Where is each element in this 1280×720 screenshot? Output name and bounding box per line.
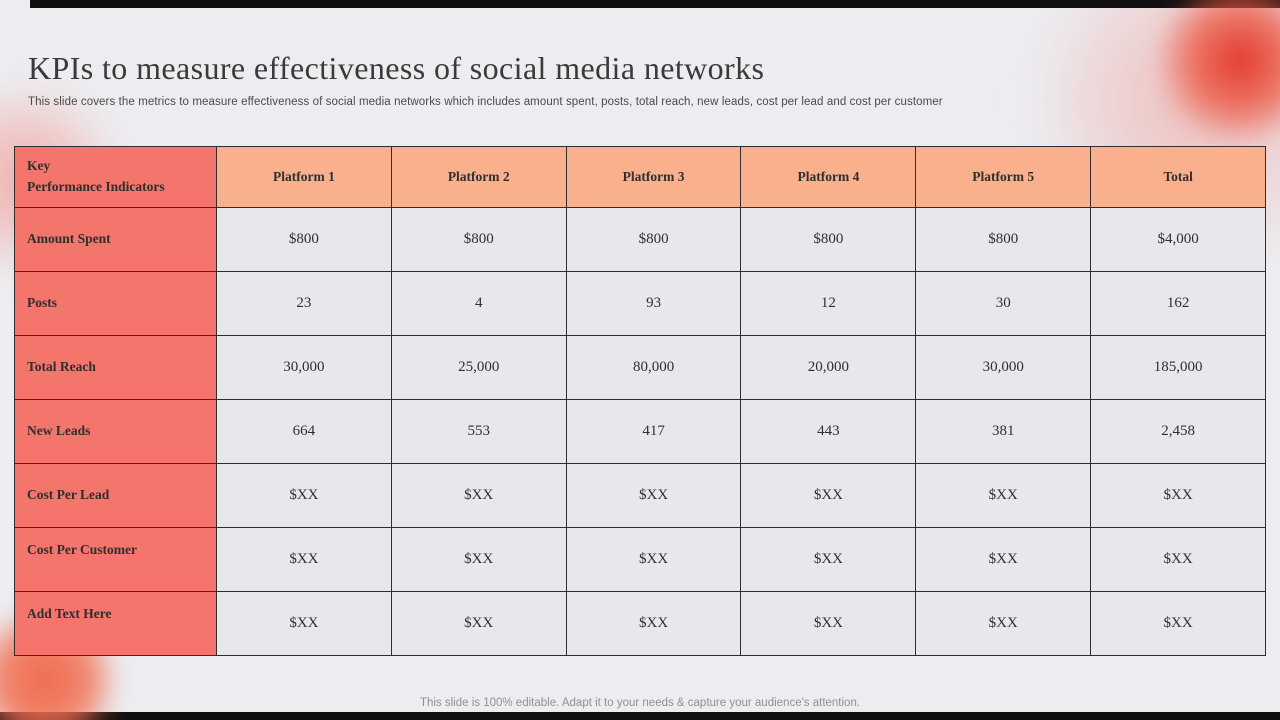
page-subtitle: This slide covers the metrics to measure… [28,95,943,108]
page-title: KPIs to measure effectiveness of social … [28,50,765,87]
cell-total: $XX [1090,527,1266,592]
table-row: Total Reach 30,000 25,000 80,000 20,000 … [14,335,1266,400]
decor-bottom-bar [0,712,1280,720]
header-platform-2: Platform 2 [390,146,567,208]
table-row: Amount Spent $800 $800 $800 $800 $800 $4… [14,207,1266,272]
cell: $XX [390,591,567,656]
cell: $XX [216,463,392,528]
table-row: Posts 23 4 93 12 30 162 [14,271,1266,336]
header-platform-1: Platform 1 [216,146,392,208]
table-row: New Leads 664 553 417 443 381 2,458 [14,399,1266,464]
cell-total: $XX [1090,591,1266,656]
cell-total: $XX [1090,463,1266,528]
cell: $XX [390,527,567,592]
cell: 80,000 [565,335,742,400]
cell: $XX [565,527,742,592]
row-label-new-leads: New Leads [14,399,217,464]
table-row: Cost Per Customer $XX $XX $XX $XX $XX $X… [14,527,1266,592]
cell: 443 [740,399,917,464]
cell-total: 2,458 [1090,399,1266,464]
cell: $800 [565,207,742,272]
row-label-amount-spent: Amount Spent [14,207,217,272]
cell: $XX [740,463,917,528]
header-platform-4: Platform 4 [740,146,917,208]
cell-total: 185,000 [1090,335,1266,400]
cell: 4 [390,271,567,336]
cell: $XX [915,527,1092,592]
decor-top-bar [30,0,1280,8]
cell-total: $4,000 [1090,207,1266,272]
table-row: Cost Per Lead $XX $XX $XX $XX $XX $XX [14,463,1266,528]
cell: 20,000 [740,335,917,400]
cell: $XX [390,463,567,528]
cell: 12 [740,271,917,336]
header-kpi: Key Performance Indicators [14,146,217,208]
decor-blob-top-right [1155,0,1280,145]
cell: 417 [565,399,742,464]
cell: $800 [740,207,917,272]
cell: 664 [216,399,392,464]
cell: 30,000 [216,335,392,400]
table-row: Add Text Here $XX $XX $XX $XX $XX $XX [14,591,1266,656]
cell: $XX [915,591,1092,656]
cell: 553 [390,399,567,464]
header-platform-3: Platform 3 [565,146,742,208]
cell: $800 [216,207,392,272]
row-label-add-text-here: Add Text Here [14,591,217,656]
row-label-total-reach: Total Reach [14,335,217,400]
cell: 93 [565,271,742,336]
cell: 23 [216,271,392,336]
cell: $XX [915,463,1092,528]
cell: $XX [216,591,392,656]
header-total: Total [1090,146,1266,208]
cell: $XX [565,591,742,656]
cell: 30 [915,271,1092,336]
cell: $800 [915,207,1092,272]
row-label-cost-per-customer: Cost Per Customer [14,527,217,592]
cell: $800 [390,207,567,272]
cell: 30,000 [915,335,1092,400]
cell: $XX [740,527,917,592]
row-label-cost-per-lead: Cost Per Lead [14,463,217,528]
row-label-posts: Posts [14,271,217,336]
cell: $XX [565,463,742,528]
kpi-table: Key Performance Indicators Platform 1 Pl… [14,146,1266,656]
cell: 25,000 [390,335,567,400]
header-platform-5: Platform 5 [915,146,1092,208]
cell-total: 162 [1090,271,1266,336]
header-row: Key Performance Indicators Platform 1 Pl… [14,146,1266,208]
cell: $XX [740,591,917,656]
cell: $XX [216,527,392,592]
footer-note: This slide is 100% editable. Adapt it to… [419,697,861,709]
cell: 381 [915,399,1092,464]
